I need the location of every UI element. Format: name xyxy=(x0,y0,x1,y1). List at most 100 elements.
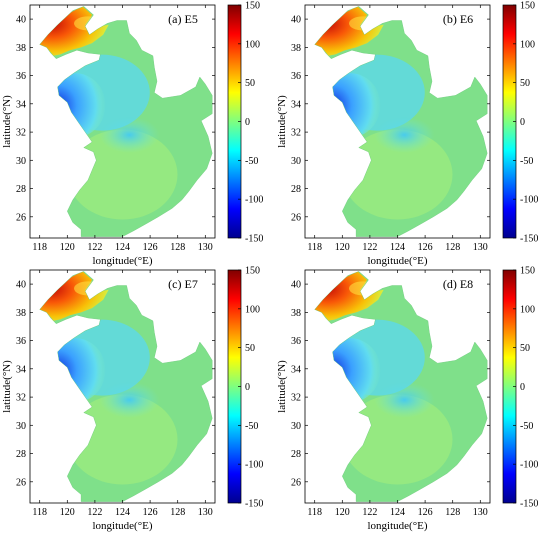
x-tick-label: 124 xyxy=(390,507,405,518)
y-tick-label: 36 xyxy=(16,336,26,347)
panel-E7: (c) E7 118 120 122 124 126 128 130 26 28 30 32 34 36 3… xyxy=(1,266,263,533)
colorbar-tick-label: -100 xyxy=(520,195,538,206)
y-tick-label: 32 xyxy=(16,393,26,404)
x-tick-label: 126 xyxy=(418,242,433,253)
x-tick-label: 126 xyxy=(143,242,158,253)
colorbar-tick-label: -50 xyxy=(245,421,258,432)
x-tick-label: 128 xyxy=(170,507,185,518)
colorbar-tick-label: 100 xyxy=(245,39,260,50)
colorbar-tick-label: 50 xyxy=(520,343,530,354)
y-tick-label: 30 xyxy=(16,421,26,432)
y-tick-label: 32 xyxy=(16,128,26,139)
colorbar-tick-label: 0 xyxy=(520,117,525,128)
colorbar-tick-label: 0 xyxy=(520,382,525,393)
x-axis-label: longitude(°E) xyxy=(93,520,153,532)
x-tick-label: 118 xyxy=(32,242,47,253)
y-tick-label: 38 xyxy=(291,308,301,319)
y-tick-label: 28 xyxy=(16,449,26,460)
x-tick-label: 118 xyxy=(307,242,322,253)
y-tick-label: 26 xyxy=(16,477,26,488)
y-tick-label: 26 xyxy=(291,477,301,488)
colorbar-tick-label: 0 xyxy=(245,117,250,128)
colorbar-tick-label: 150 xyxy=(245,266,260,277)
colorbar-tick-label: 100 xyxy=(520,39,535,50)
x-axis-label: longitude(°E) xyxy=(93,255,153,267)
y-tick-label: 36 xyxy=(16,71,26,82)
y-tick-label: 28 xyxy=(16,184,26,195)
x-tick-label: 120 xyxy=(335,507,350,518)
y-axis-label: latitude(°N) xyxy=(1,95,13,148)
y-tick-label: 40 xyxy=(16,280,26,291)
y-axis-label: latitude(°N) xyxy=(276,95,288,148)
x-tick-label: 122 xyxy=(362,507,377,518)
x-tick-label: 122 xyxy=(362,242,377,253)
colorbar-tick-label: 150 xyxy=(520,1,535,12)
panel-label: (c) E7 xyxy=(168,277,198,291)
panel-label: (d) E8 xyxy=(443,277,473,291)
y-tick-label: 40 xyxy=(16,15,26,26)
colorbar-tick-label: -50 xyxy=(245,156,258,167)
y-axis-label: latitude(°N) xyxy=(276,360,288,413)
colorbar-tick-label: -150 xyxy=(245,234,263,245)
y-tick-label: 40 xyxy=(291,280,301,291)
x-tick-label: 128 xyxy=(445,242,460,253)
y-tick-label: 26 xyxy=(16,212,26,223)
y-tick-label: 36 xyxy=(291,336,301,347)
y-tick-label: 38 xyxy=(291,43,301,54)
panel-label: (b) E6 xyxy=(443,12,473,26)
x-axis-label: longitude(°E) xyxy=(368,255,428,267)
y-tick-label: 32 xyxy=(291,128,301,139)
colorbar-tick-label: 50 xyxy=(245,343,255,354)
x-tick-label: 122 xyxy=(87,242,102,253)
y-tick-label: 36 xyxy=(291,71,301,82)
x-tick-label: 122 xyxy=(87,507,102,518)
y-axis-label: latitude(°N) xyxy=(1,360,13,413)
colorbar-tick-label: 150 xyxy=(245,1,260,12)
x-tick-label: 130 xyxy=(473,242,488,253)
colorbar-tick-label: -150 xyxy=(520,234,538,245)
y-tick-label: 28 xyxy=(291,184,301,195)
colorbar-tick-label: 0 xyxy=(245,382,250,393)
colorbar-tick-label: 100 xyxy=(520,304,535,315)
x-axis-label: longitude(°E) xyxy=(368,520,428,532)
colorbar-tick-label: 50 xyxy=(245,78,255,89)
colorbar-tick-label: 150 xyxy=(520,266,535,277)
x-tick-label: 124 xyxy=(115,507,130,518)
x-tick-label: 130 xyxy=(473,507,488,518)
x-tick-label: 124 xyxy=(115,242,130,253)
panel-E8: (d) E8 118 120 122 124 126 128 130 26 28 30 32 34 36 3… xyxy=(276,266,538,533)
x-tick-label: 118 xyxy=(307,507,322,518)
x-tick-label: 128 xyxy=(170,242,185,253)
colorbar-tick-label: -100 xyxy=(245,195,263,206)
colorbar-tick-label: -150 xyxy=(520,499,538,510)
colorbar-tick-label: -100 xyxy=(245,460,263,471)
x-tick-label: 130 xyxy=(198,242,213,253)
x-tick-label: 126 xyxy=(418,507,433,518)
y-tick-label: 30 xyxy=(291,156,301,167)
x-tick-label: 130 xyxy=(198,507,213,518)
y-tick-label: 38 xyxy=(16,43,26,54)
x-tick-label: 120 xyxy=(335,242,350,253)
y-tick-label: 34 xyxy=(291,99,301,110)
colorbar-tick-label: 50 xyxy=(520,78,530,89)
x-tick-label: 126 xyxy=(143,507,158,518)
colorbar-tick-label: -50 xyxy=(520,156,533,167)
y-tick-label: 26 xyxy=(291,212,301,223)
y-tick-label: 34 xyxy=(16,99,26,110)
panel-E5: (a) E5 118 120 122 124 126 128 130 26 28 30 32 34 36 3… xyxy=(1,1,263,268)
y-tick-label: 30 xyxy=(16,156,26,167)
x-tick-label: 124 xyxy=(390,242,405,253)
panel-label: (a) E5 xyxy=(168,12,198,26)
y-tick-label: 34 xyxy=(291,364,301,375)
x-tick-label: 120 xyxy=(60,242,75,253)
colorbar-tick-label: -50 xyxy=(520,421,533,432)
y-tick-label: 34 xyxy=(16,364,26,375)
colorbar-tick-label: -100 xyxy=(520,460,538,471)
x-tick-label: 128 xyxy=(445,507,460,518)
colorbar-tick-label: 100 xyxy=(245,304,260,315)
colorbar-tick-label: -150 xyxy=(245,499,263,510)
x-tick-label: 120 xyxy=(60,507,75,518)
x-tick-label: 118 xyxy=(32,507,47,518)
y-tick-label: 30 xyxy=(291,421,301,432)
